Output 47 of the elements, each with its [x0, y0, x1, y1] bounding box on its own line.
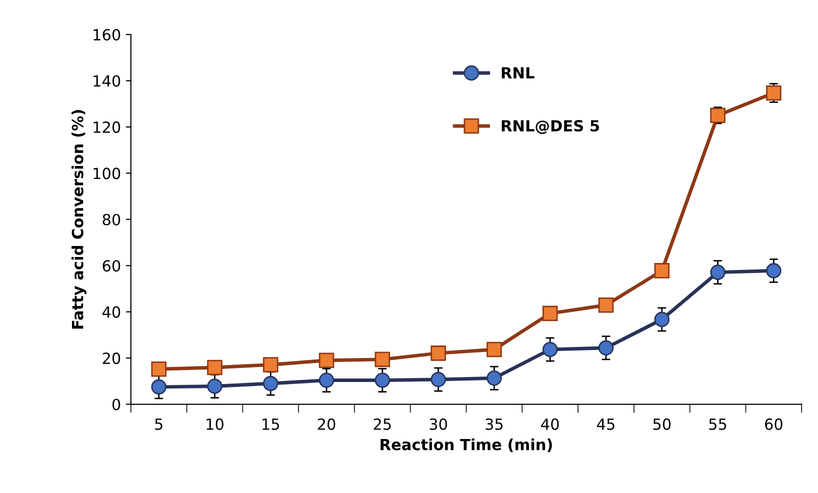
- point: [262, 376, 278, 392]
- point: [151, 361, 166, 377]
- point: [654, 312, 670, 328]
- point: [207, 360, 222, 376]
- y-tick-label: 80: [102, 214, 120, 226]
- point: [374, 352, 390, 368]
- point: [151, 379, 166, 395]
- y-tick-label: 40: [102, 306, 120, 318]
- y-tick-label: 0: [112, 398, 120, 410]
- x-tick-label: 55: [709, 418, 726, 430]
- point: [654, 263, 670, 278]
- y-tick-label: 160: [94, 28, 120, 41]
- x-tick-label: 30: [430, 418, 448, 430]
- x-tick-label: 10: [206, 418, 224, 430]
- x-tick-label: 60: [765, 418, 782, 430]
- x-axis-title: Reaction Time (min): [380, 438, 552, 452]
- legend-label: RNL@DES 5: [502, 120, 600, 134]
- legend-label: RNL: [502, 67, 534, 78]
- point: [318, 352, 334, 368]
- point: [486, 370, 502, 386]
- x-tick-label: 5: [155, 418, 162, 430]
- x-tick-label: 20: [318, 418, 336, 430]
- point: [430, 346, 446, 361]
- x-tick-label: 50: [653, 418, 671, 430]
- y-tick-label: 100: [94, 168, 120, 180]
- x-tick-label: 15: [262, 418, 280, 430]
- point: [766, 263, 782, 278]
- point: [486, 342, 502, 358]
- point: [598, 297, 614, 313]
- x-tick-label: 45: [597, 418, 614, 430]
- x-tick-label: 35: [486, 418, 503, 430]
- point: [542, 306, 558, 322]
- point: [374, 372, 390, 388]
- point: [598, 340, 614, 356]
- point: [430, 372, 446, 388]
- y-tick-label: 120: [94, 121, 120, 133]
- point: [542, 342, 558, 358]
- point: [207, 378, 222, 394]
- y-tick-label: 60: [102, 260, 120, 272]
- x-tick-label: 25: [374, 418, 391, 430]
- x-tick-label: 40: [541, 418, 559, 430]
- point: [262, 357, 278, 372]
- y-tick-label: 20: [102, 352, 120, 364]
- point: [710, 264, 726, 280]
- y-tick-label: 140: [94, 75, 120, 87]
- point: [318, 372, 334, 388]
- y-axis-title: Fatty acid Conversion (%): [72, 110, 86, 329]
